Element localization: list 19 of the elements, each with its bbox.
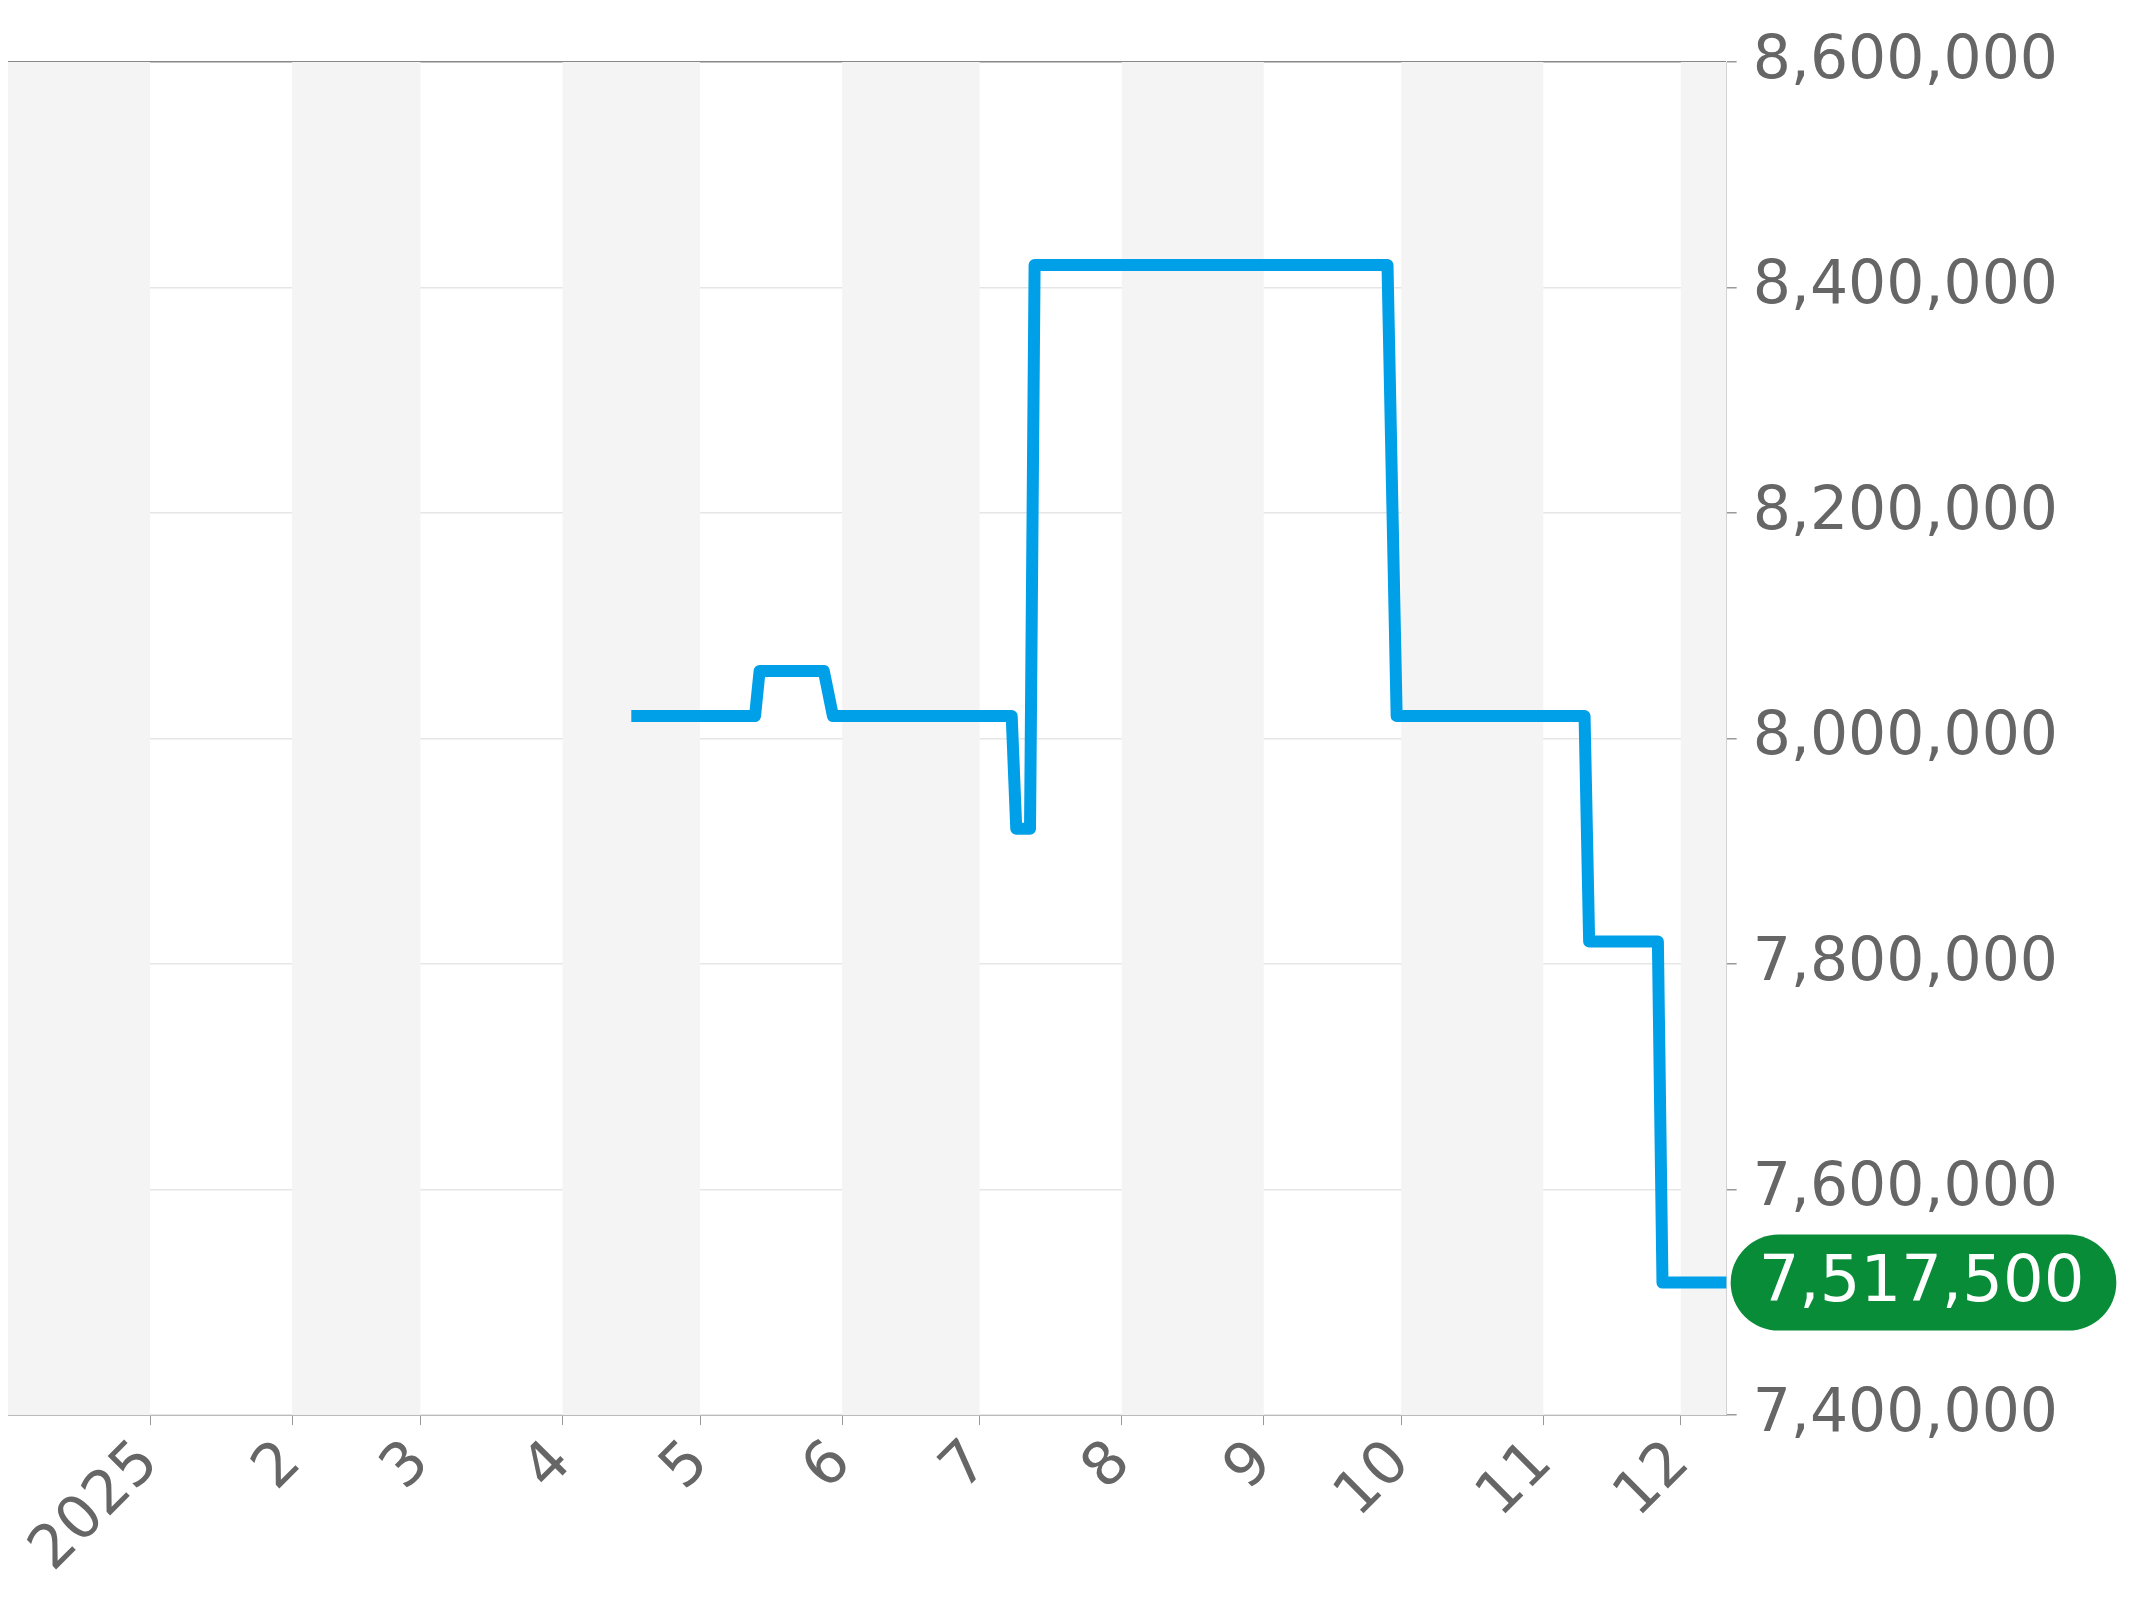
x-tick-label: 7 <box>924 1425 1001 1502</box>
y-tick-label: 7,800,000 <box>1752 923 2059 994</box>
x-tick-label: 12 <box>1598 1425 1702 1529</box>
x-tick-label: 9 <box>1208 1425 1285 1502</box>
x-tick-label: 11 <box>1460 1425 1565 1529</box>
y-tick-label: 8,000,000 <box>1752 698 2059 769</box>
x-tick-label: 5 <box>644 1425 721 1502</box>
x-tick-label: 3 <box>364 1425 442 1502</box>
x-tick-label: 2 <box>236 1425 314 1502</box>
x-tick-label: 10 <box>1318 1425 1423 1529</box>
y-tick-label: 7,400,000 <box>1752 1374 2059 1445</box>
y-tick-label: 8,400,000 <box>1752 247 2059 318</box>
x-tick-label: 6 <box>786 1425 864 1502</box>
annotation: 7,517,500 <box>1758 1242 2085 1317</box>
x-tick-label: 4 <box>506 1425 584 1502</box>
y-tick-label: 8,600,000 <box>1752 21 2059 92</box>
y-tick-label: 7,600,000 <box>1752 1149 2059 1220</box>
x-tick-label: 8 <box>1066 1425 1143 1502</box>
y-tick-label: 8,200,000 <box>1752 472 2059 543</box>
